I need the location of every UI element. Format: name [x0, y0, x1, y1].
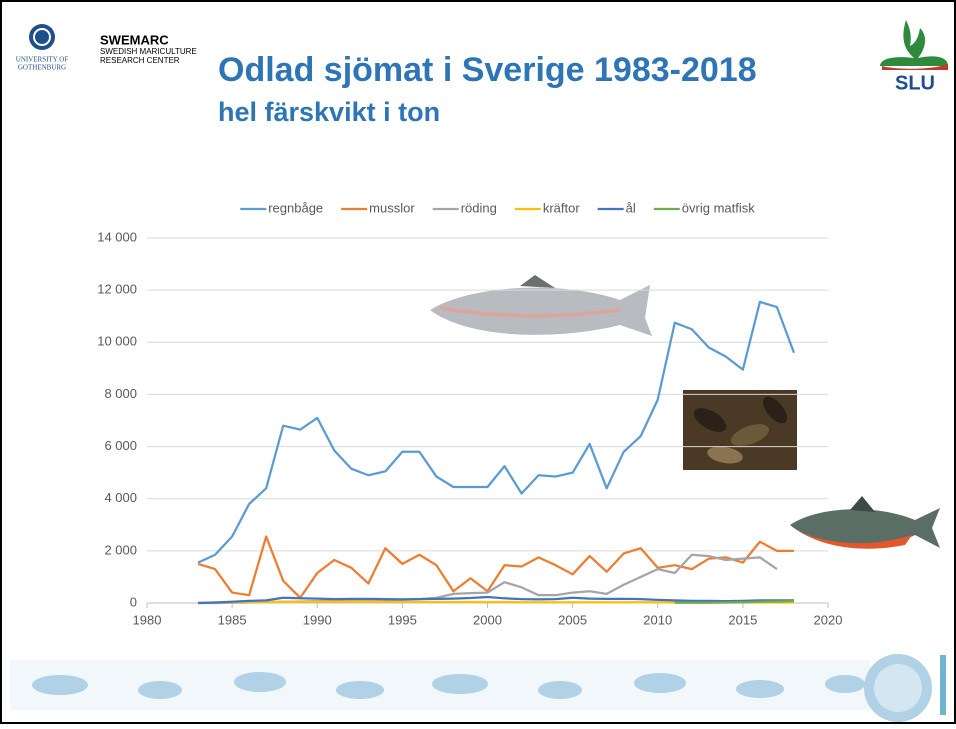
y-tick-label: 14 000: [97, 229, 137, 244]
center-full: SWEDISH MARICULTURE: [100, 47, 197, 56]
x-tick-label: 2015: [728, 612, 757, 627]
university-logo: UNIVERSITY OF GOTHENBURG: [16, 24, 69, 72]
legend-label: kräftor: [543, 200, 581, 215]
x-tick-label: 1995: [388, 612, 417, 627]
y-tick-label: 2 000: [104, 542, 137, 557]
y-tick-label: 4 000: [104, 490, 137, 505]
x-tick-label: 1990: [303, 612, 332, 627]
x-tick-label: 2005: [558, 612, 587, 627]
legend-label: musslor: [369, 200, 415, 215]
bottom-band: [10, 654, 946, 722]
center-full: RESEARCH CENTER: [100, 56, 180, 65]
char-image: [790, 496, 940, 549]
university-name: GOTHENBURG: [18, 64, 66, 72]
slu-text: SLU: [895, 72, 935, 94]
slide-subtitle: hel färskvikt i ton: [218, 97, 440, 127]
data-line: [197, 535, 794, 599]
y-tick-label: 12 000: [97, 282, 137, 297]
data-line: [198, 595, 794, 605]
legend-label: ål: [626, 200, 636, 215]
chart: 0 2 000 4 000 6 000 8 000 10 000 12 000 14 000 1…: [97, 200, 842, 627]
mussel-image: [683, 390, 797, 470]
x-tick-label: 2010: [643, 612, 672, 627]
university-name: UNIVERSITY OF: [16, 56, 69, 64]
x-tick-label: 2020: [814, 612, 843, 627]
x-tick-label: 1985: [218, 612, 247, 627]
x-tick-label: 2000: [473, 612, 502, 627]
y-tick-label: 6 000: [104, 438, 137, 453]
trout-image: [430, 275, 652, 336]
y-tick-label: 0: [130, 594, 137, 609]
legend-label: regnbåge: [268, 200, 323, 215]
legend-label: röding: [461, 200, 497, 215]
y-tick-label: 8 000: [104, 386, 137, 401]
data-line: [197, 300, 796, 564]
center-name: SWEMARC: [100, 32, 169, 47]
legend-label: övrig matfisk: [682, 200, 755, 215]
y-tick-label: 10 000: [97, 334, 137, 349]
legend: regnbåge musslor röding kräftor ål övrig matf…: [240, 200, 755, 215]
slide-title: Odlad sjömat i Sverige 1983-2018: [218, 51, 757, 89]
x-tick-label: 1980: [133, 612, 162, 627]
data-line: [674, 600, 794, 604]
slu-logo: SLU: [880, 20, 948, 94]
